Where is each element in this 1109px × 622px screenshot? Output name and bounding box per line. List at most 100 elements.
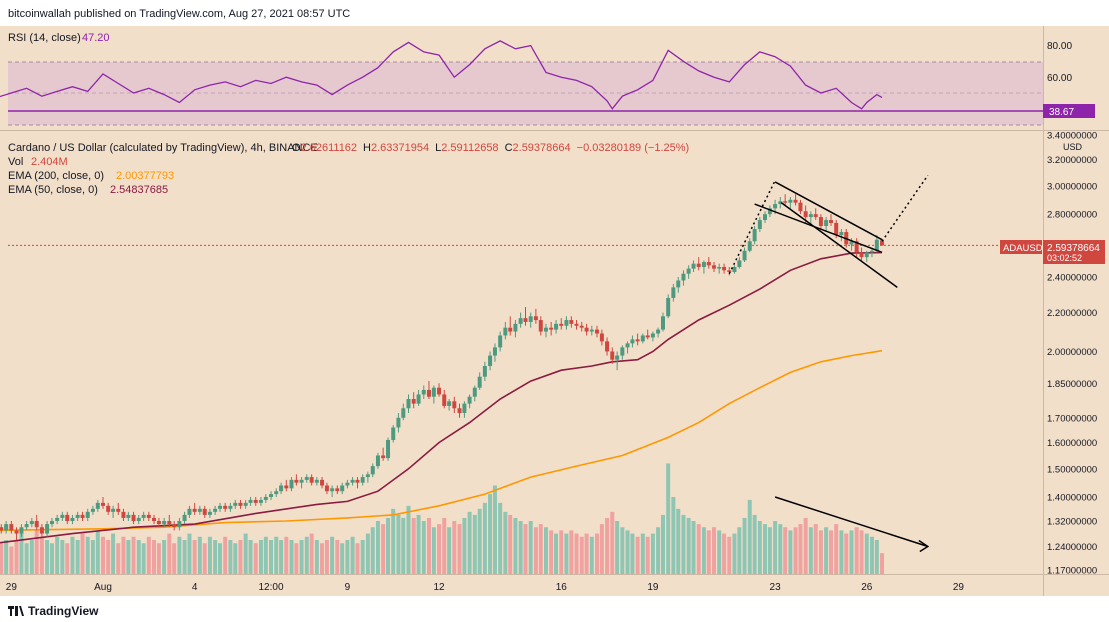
candle-body (304, 477, 309, 480)
ema-lines (0, 251, 883, 544)
candle-body (783, 201, 788, 203)
volume-bar (864, 533, 869, 574)
volume-bar (691, 521, 696, 574)
volume-bar (452, 521, 457, 574)
candle-body (4, 524, 9, 531)
candle-body (518, 318, 523, 324)
volume-bar (880, 553, 885, 574)
candle-body (538, 320, 543, 332)
candle-body (0, 527, 4, 531)
candle-body (864, 252, 869, 258)
volume-bar (498, 502, 503, 574)
candle-body (233, 502, 238, 506)
volume-bar (722, 533, 727, 574)
volume-bar (559, 530, 564, 574)
volume-bar (14, 539, 19, 574)
candle-body (60, 514, 65, 518)
candle-body (396, 417, 401, 428)
volume-bar (406, 505, 411, 574)
volume-bar (60, 539, 65, 574)
candle-body (834, 222, 839, 236)
volume-bar (45, 539, 50, 574)
candle-body (605, 341, 610, 352)
candle-body (223, 505, 228, 509)
volume-bar (503, 511, 508, 574)
ohlc-l-label: L (435, 142, 441, 154)
volume-bar (849, 530, 854, 574)
volume-bar (416, 514, 421, 574)
volume-bar (136, 539, 141, 574)
time-tick-label: 26 (861, 582, 873, 593)
volume-bar (773, 521, 778, 574)
volume-bar (543, 527, 548, 574)
volume-bar (803, 517, 808, 574)
rsi-line (0, 40, 883, 110)
candle-body (650, 333, 655, 338)
volume-bar (335, 539, 340, 574)
volume-bar (437, 524, 442, 574)
price-tick-label: 1.70000000 (1047, 413, 1097, 424)
volume-bar (279, 539, 284, 574)
candle-body (488, 355, 493, 366)
volume-bar (660, 514, 665, 574)
candle-body (859, 252, 864, 258)
volume-bar (431, 527, 436, 574)
candle-body (757, 220, 762, 229)
volume-bar (350, 536, 355, 574)
candle-body (528, 316, 533, 322)
volume-bar (182, 539, 187, 574)
volume-bar (788, 530, 793, 574)
volume-bar (635, 536, 640, 574)
candle-body (737, 260, 742, 267)
countdown-text: 03:02:52 (1047, 253, 1082, 263)
candle-body (202, 508, 207, 515)
candle-body (584, 327, 589, 332)
candle-body (635, 339, 640, 342)
candle-body (564, 320, 569, 326)
volume-bar (549, 530, 554, 574)
volume-bar (116, 543, 121, 574)
volume-bar (24, 543, 29, 574)
candle-body (778, 201, 783, 205)
ohlc-c-label: C (505, 142, 513, 154)
candle-body (248, 499, 253, 503)
candle-body (620, 347, 625, 356)
volume-bar (752, 514, 757, 574)
candle-body (645, 335, 650, 338)
symbol-title: Cardano / US Dollar (calculated by Tradi… (8, 142, 318, 154)
candle-body (508, 327, 513, 332)
candle-body (299, 479, 304, 483)
volume-bar (156, 543, 161, 574)
volume-bar (757, 521, 762, 574)
volume-bar (676, 508, 681, 574)
volume-bar (284, 536, 289, 574)
volume-bar (767, 527, 772, 574)
volume-bar (533, 527, 538, 574)
candle-body (671, 287, 676, 298)
candle-body (85, 511, 90, 518)
candle-body (498, 335, 503, 348)
volume-bar (141, 543, 146, 574)
candle-body (274, 491, 279, 495)
volume-bar (162, 539, 167, 574)
volume-bar (457, 524, 462, 574)
price-tag-text: 2.59378664 (1047, 243, 1100, 254)
volume-bar (187, 533, 192, 574)
candle-body (676, 280, 681, 288)
volume-bar (447, 527, 452, 574)
volume-bar (686, 517, 691, 574)
candle-body (482, 365, 487, 377)
volume-bar (605, 517, 610, 574)
candle-body (808, 214, 813, 218)
price-tag (1043, 240, 1105, 264)
time-tick-label: 29 (953, 582, 965, 593)
candle-body (660, 316, 665, 330)
ohlc-legend: O2.62611162 H2.63371954 L2.59112658 C2.5937… (292, 142, 689, 154)
candle-body (263, 497, 268, 500)
candle-body (727, 270, 732, 272)
volume-bar (207, 536, 212, 574)
candle-body (197, 508, 202, 512)
candle-body (141, 514, 146, 518)
candle-body (615, 355, 620, 360)
